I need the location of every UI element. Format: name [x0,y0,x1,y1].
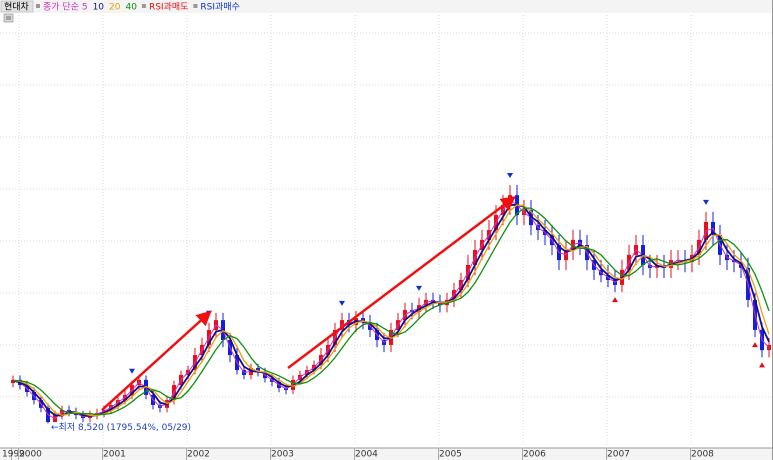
legend-label: 20 [109,3,121,13]
x-tick-label: 2006 [523,450,546,460]
signal-marker [507,173,513,179]
x-tick-label: 2008 [691,450,714,460]
signal-marker [339,300,345,306]
ma-line [12,204,770,417]
legend-icon [193,4,198,8]
x-tick-label: 1999 [2,450,25,460]
candle-body [11,379,15,384]
x-tick-label: 2000 [19,450,42,460]
legend-label: 40 [125,3,137,13]
signal-marker [759,362,765,368]
legend-label: RSI과매수 [200,2,239,13]
x-tick-label: 2002 [187,450,210,460]
ma-line [12,207,770,416]
legend-bar [0,0,773,13]
x-tick-label: 2005 [439,450,462,460]
title-box [0,0,34,13]
chart-title: 현대차 [4,1,30,13]
x-tick-label: 2003 [271,450,294,460]
x-axis-strip [0,448,773,460]
menu-button[interactable] [3,13,14,23]
moving-averages [12,199,770,420]
legend-label: 10 [93,3,105,13]
x-tick-label: 2001 [103,450,126,460]
x-tick-label: 2004 [355,450,378,460]
signal-marker [612,297,618,303]
legend: 현대차 종가 단순 5 10 20 40 RSI과매도 RSI과매수 [0,0,240,13]
trend-arrow [101,310,212,411]
legend-label: 종가 단순 5 [43,2,88,13]
legend-icon [36,4,40,8]
signal-marker [703,199,709,205]
signal-marker [129,368,135,374]
legend-label: RSI과매도 [149,2,188,13]
signal-marker [416,285,422,291]
x-tick-label: 2007 [607,450,630,460]
annotation: ←최저 8,520 (1795.54%, 05/29) [51,422,191,433]
legend-icon [141,4,146,8]
trend-arrow [287,195,516,369]
signal-marker [752,342,758,348]
